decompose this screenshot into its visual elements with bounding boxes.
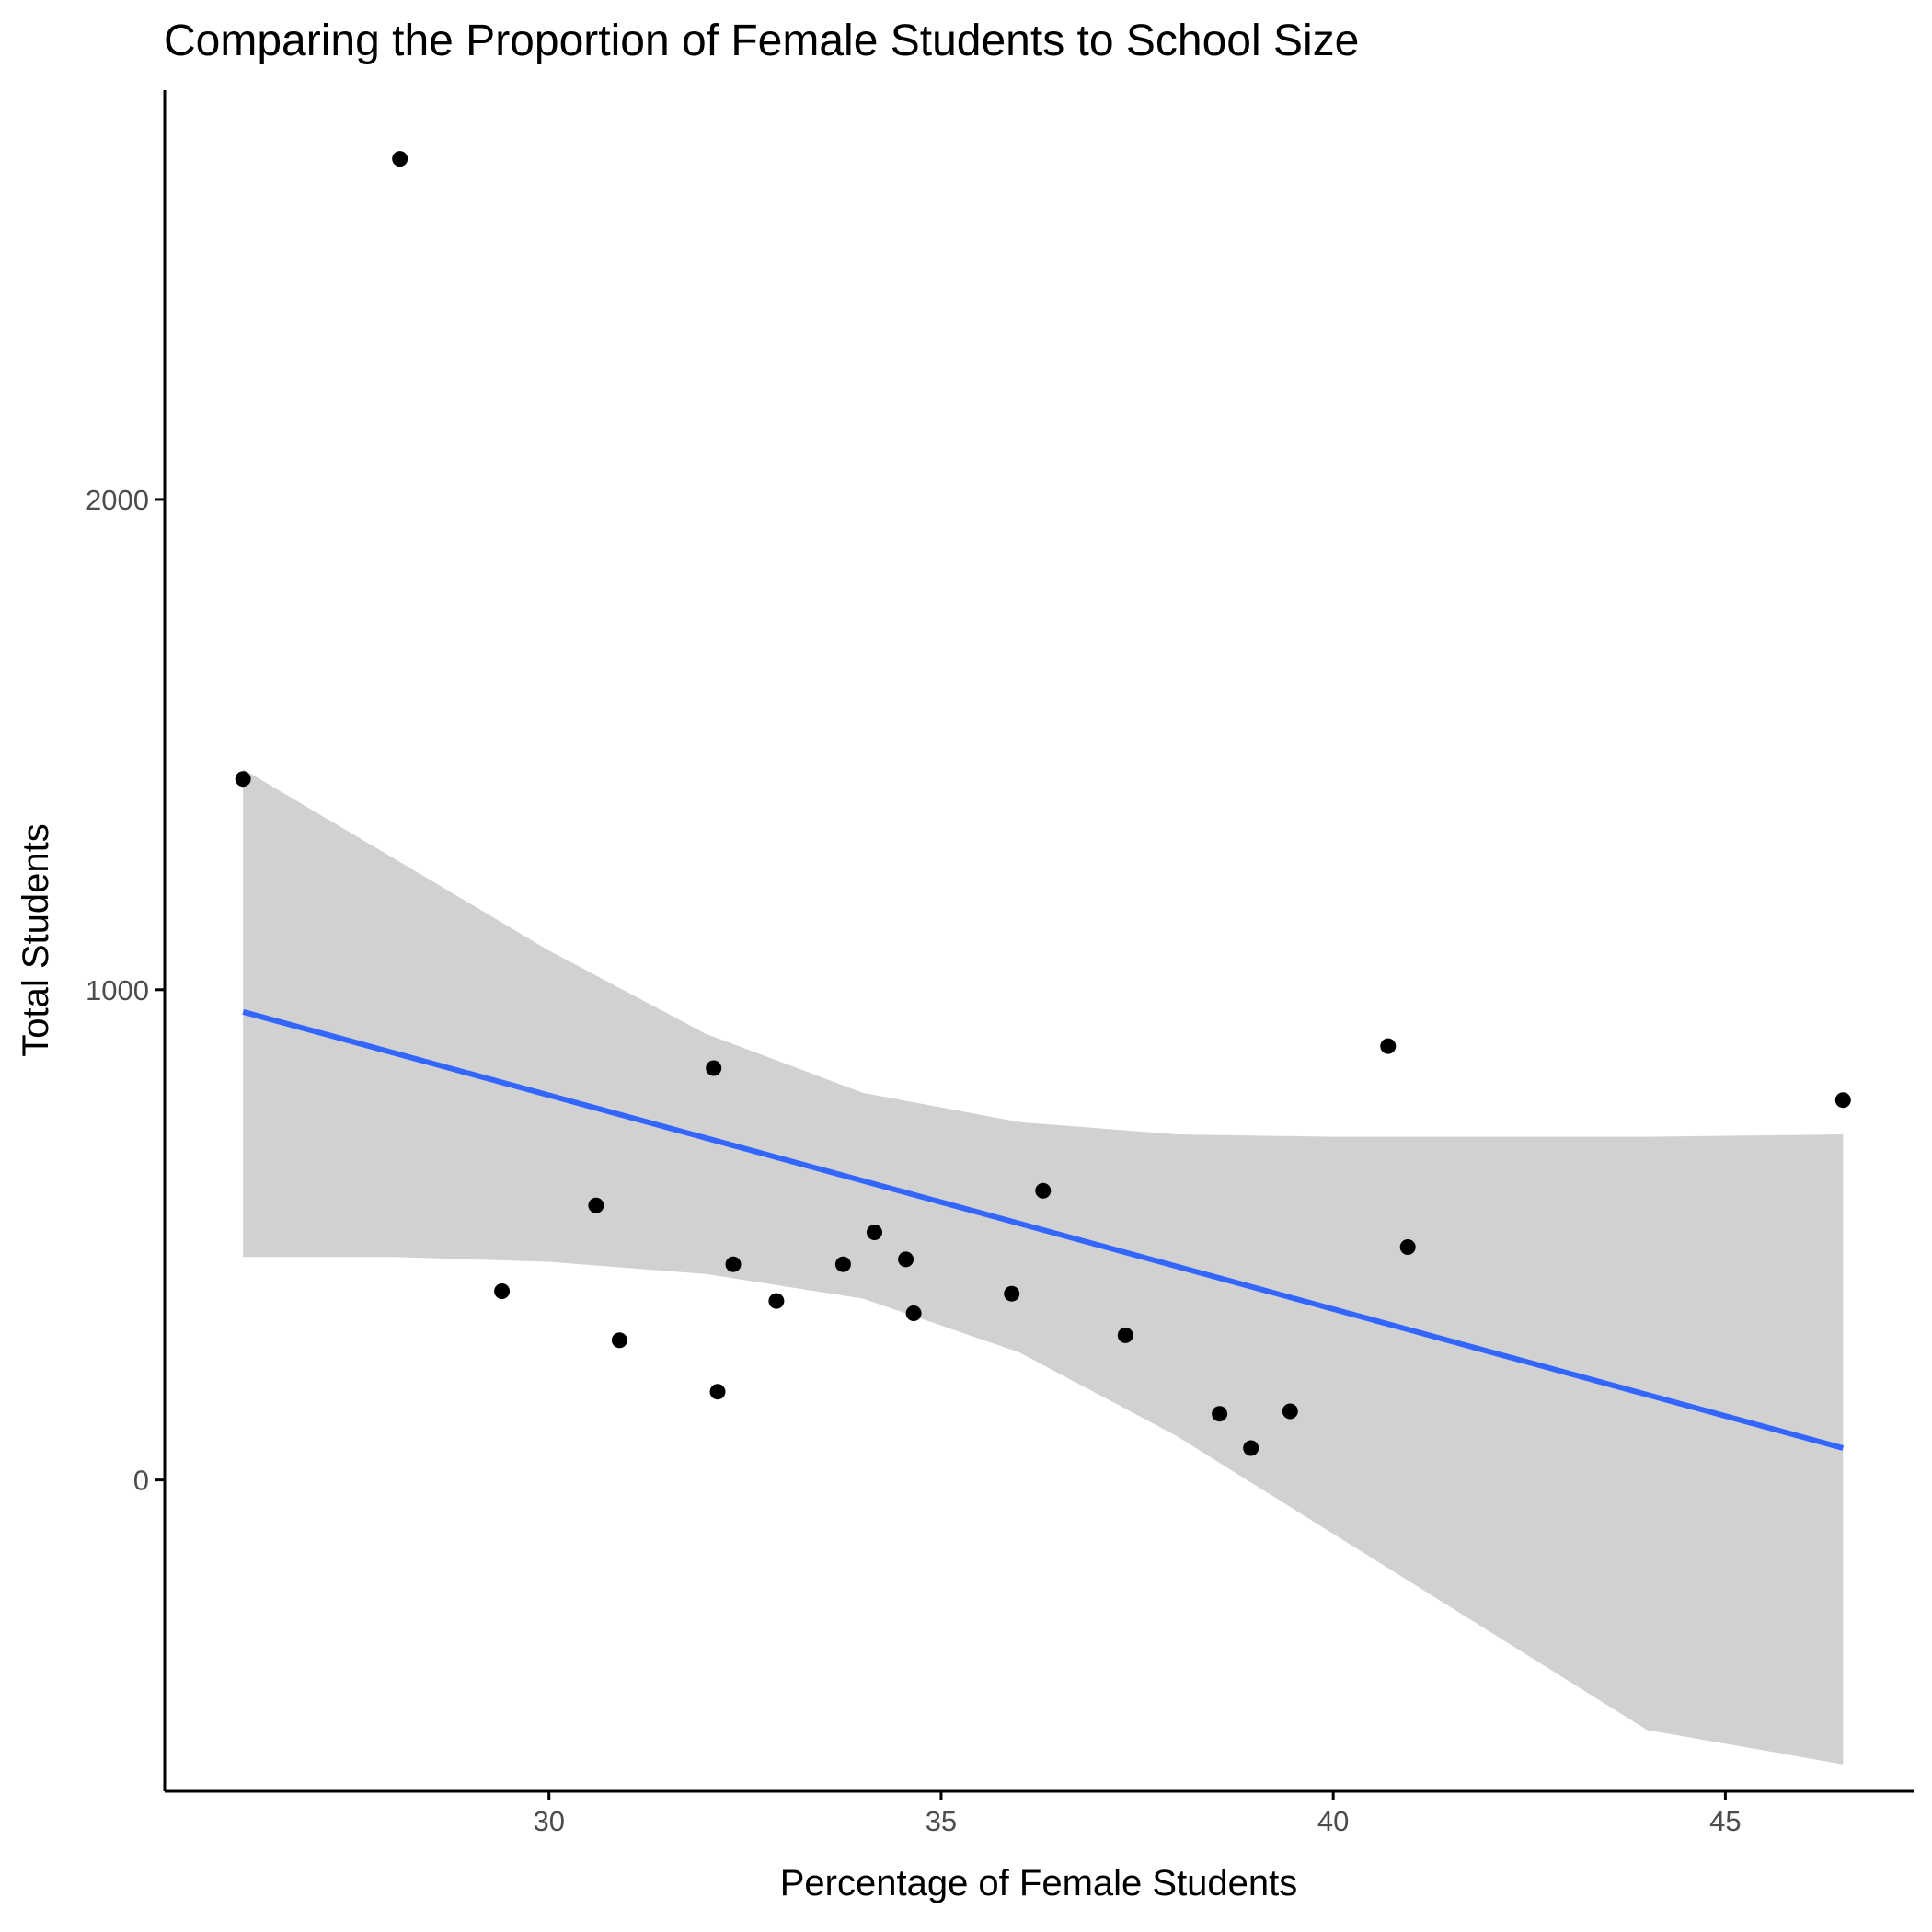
- trend-line: [242, 1008, 1845, 1451]
- data-point-10: [834, 1256, 851, 1272]
- y-axis-label: Total Students: [16, 823, 56, 1057]
- data-point-15: [1035, 1182, 1052, 1199]
- x-tick-label-40: 40: [1317, 1805, 1349, 1837]
- data-point-18: [1243, 1440, 1259, 1456]
- data-point-3: [494, 1283, 511, 1299]
- data-point-19: [1282, 1403, 1298, 1420]
- data-point-14: [1004, 1285, 1020, 1302]
- x-axis-ticks: 30 35 40 45: [533, 1791, 1742, 1837]
- data-point-1: [235, 771, 251, 788]
- confidence-band: [243, 769, 1844, 1765]
- data-point-8: [725, 1256, 742, 1272]
- x-tick-label-45: 45: [1709, 1805, 1741, 1837]
- data-point-17: [1212, 1406, 1228, 1422]
- plot-area: [235, 151, 1851, 1765]
- y-axis-ticks: 0 1000 2000: [86, 484, 165, 1497]
- chart-title: Comparing the Proportion of Female Stude…: [164, 17, 1359, 65]
- y-tick-label-0: 0: [133, 1465, 149, 1497]
- data-point-4: [588, 1197, 604, 1213]
- data-point-13: [905, 1305, 922, 1321]
- data-point-7: [709, 1384, 726, 1400]
- data-point-9: [768, 1293, 785, 1309]
- data-point-21: [1399, 1239, 1416, 1255]
- data-point-2: [392, 151, 408, 167]
- y-tick-label-1000: 1000: [86, 974, 149, 1006]
- data-point-6: [706, 1060, 722, 1076]
- data-point-20: [1380, 1038, 1397, 1054]
- y-tick-label-2000: 2000: [86, 484, 149, 516]
- x-tick-label-35: 35: [926, 1805, 957, 1837]
- data-point-16: [1117, 1327, 1133, 1343]
- data-point-22: [1834, 1092, 1851, 1109]
- data-point-11: [867, 1225, 882, 1240]
- data-point-12: [898, 1251, 914, 1268]
- x-tick-label-30: 30: [533, 1805, 564, 1837]
- x-axis-label: Percentage of Female Students: [780, 1863, 1298, 1903]
- data-point-5: [611, 1332, 627, 1349]
